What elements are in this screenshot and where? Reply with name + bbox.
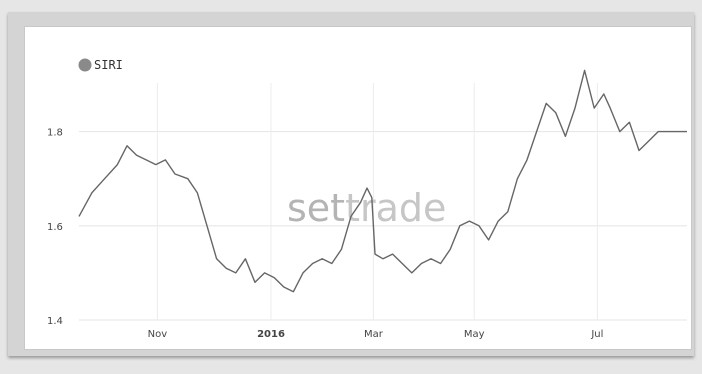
legend-label: SIRI xyxy=(94,58,123,72)
x-tick-label: Jul xyxy=(590,329,603,340)
x-tick-label: Mar xyxy=(364,329,384,340)
series-line-siri xyxy=(78,69,687,293)
grid xyxy=(79,83,687,321)
price-chart: settrade 1.4 1.6 1.8 Nov 2016 Mar May Jul SIRI xyxy=(47,58,687,340)
legend-marker-icon xyxy=(78,58,92,72)
chart-panel: settrade 1.4 1.6 1.8 Nov 2016 Mar May Jul SIRI xyxy=(24,26,692,350)
y-axis-labels: 1.4 1.6 1.8 xyxy=(47,128,63,327)
x-tick-label: May xyxy=(464,329,485,340)
y-tick-label: 1.8 xyxy=(47,128,63,139)
series-layer xyxy=(78,69,687,293)
legend[interactable]: SIRI xyxy=(78,58,123,72)
settrade-watermark: settrade xyxy=(287,186,446,230)
x-tick-label: Nov xyxy=(148,329,168,340)
watermark-part1: set xyxy=(287,186,345,230)
y-tick-label: 1.6 xyxy=(47,222,63,233)
x-tick-label: 2016 xyxy=(257,329,285,340)
y-tick-label: 1.4 xyxy=(47,316,63,327)
x-axis-labels: Nov 2016 Mar May Jul xyxy=(148,329,604,340)
watermark-part2: trade xyxy=(345,186,446,230)
